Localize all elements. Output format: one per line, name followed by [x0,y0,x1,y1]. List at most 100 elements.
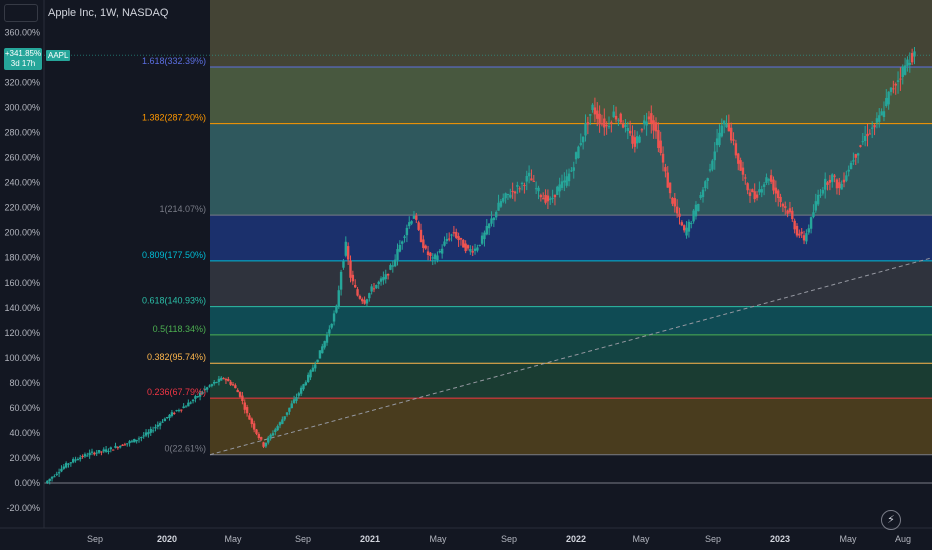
candle-body [450,234,453,236]
candle-body [433,254,437,260]
candle-body [784,206,787,208]
symbol-tag: AAPL [46,50,71,61]
candle-body [196,396,199,398]
candle-body [589,114,592,116]
candle-body [485,225,488,235]
candle-body [882,111,886,118]
x-tick-label: 2021 [360,534,380,544]
candle-body [297,393,300,396]
candle-body [328,329,331,334]
candle-body [363,300,366,304]
candle-body [377,281,380,285]
candle-body [457,236,460,241]
candle-body [349,260,352,278]
candle-body [621,123,625,128]
candle-body [201,391,204,395]
candle-body [471,251,474,253]
candle-body [713,151,716,161]
candle-body [755,194,759,198]
candle-body [161,421,164,423]
candle-body [748,192,752,196]
candle-body [499,201,503,207]
candle-body [516,185,519,187]
candle-body [285,412,289,415]
candle-body [288,407,291,412]
fib-zone-top [210,0,932,68]
candle-body [577,146,580,159]
lightning-icon[interactable]: ⚡ [881,510,901,530]
candle-body [119,445,122,448]
chart-header: Apple Inc, 1W, NASDAQ [4,4,168,22]
symbol-search-box[interactable] [4,4,38,22]
candle-body [67,463,70,465]
candle-body [553,194,557,198]
candle-body [532,180,535,182]
candle-body [269,434,272,438]
candle-body [892,88,895,90]
candle-body [417,222,420,230]
y-tick-label: 40.00% [9,428,40,438]
candle-body [542,198,545,200]
candle-body [464,243,467,252]
y-tick-label: 20.00% [9,453,40,463]
candle-body [205,387,209,390]
candle-body [245,407,249,414]
candle-body [217,378,221,382]
candle-body [598,113,601,125]
fib-zone [210,260,932,307]
candle-body [746,183,749,191]
candle-body [93,452,96,455]
candle-body [252,423,256,430]
candle-body [511,190,514,192]
candle-body [744,177,747,179]
candle-body [518,188,521,190]
candle-body [849,162,853,170]
candle-body [762,184,766,187]
candle-body [88,452,91,456]
candle-body [419,229,423,243]
fib-label: 0.5(118.34%) [153,324,206,334]
candle-body [194,396,197,399]
candle-body [69,462,73,464]
candle-body [440,248,444,254]
candle-body [375,284,378,289]
candle-body [410,221,413,224]
candle-body [60,468,63,472]
candle-body [730,127,733,141]
candle-body [640,129,644,131]
candle-body [231,384,235,386]
candle-body [758,189,761,193]
candle-body [318,350,322,359]
candle-body [725,123,728,128]
candle-body [833,175,836,177]
candle-body [612,111,615,118]
candle-body [699,195,702,198]
fib-zone [210,67,932,124]
candle-body [403,236,406,238]
candle-body [539,194,543,198]
candle-body [889,87,893,92]
candle-body [290,403,293,409]
candle-body [278,422,282,426]
y-tick-label: 0.00% [14,478,40,488]
candle-body [530,178,533,181]
candle-body [760,189,763,193]
candle-body [255,429,258,434]
candle-body [527,172,531,177]
x-tick-label: Aug [895,534,911,544]
x-tick-label: May [839,534,857,544]
candle-body [871,127,874,129]
candle-body [123,444,127,446]
candle-body [50,477,54,479]
candle-body [438,251,441,253]
candle-body [243,402,246,410]
candle-body [323,341,326,348]
candle-body [452,232,456,234]
candle-body [657,130,660,148]
candle-body [483,232,486,240]
candle-body [234,385,237,389]
candle-body [431,257,434,259]
candle-body [459,237,463,240]
candle-body [238,391,242,397]
